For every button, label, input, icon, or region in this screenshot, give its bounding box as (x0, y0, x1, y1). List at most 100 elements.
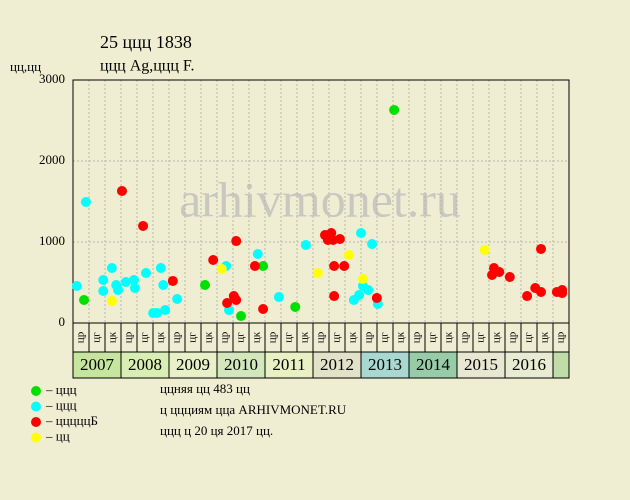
year-label: 2007 (80, 355, 115, 374)
note: ц ццциям цца ARHIVMONET.RU (160, 402, 347, 417)
point (357, 274, 368, 285)
point (208, 254, 219, 265)
year-label: 2016 (512, 355, 546, 374)
point (80, 196, 91, 207)
point (367, 239, 378, 250)
period-label: цр (123, 331, 135, 343)
point (106, 263, 117, 274)
point (138, 220, 149, 231)
point (129, 283, 140, 294)
point (312, 268, 323, 279)
period-label: цк (203, 331, 215, 343)
year-cell (216, 351, 266, 379)
year-cell (504, 351, 554, 379)
point (71, 280, 82, 291)
point (216, 263, 227, 274)
point (354, 289, 365, 300)
period-label: цр (555, 331, 567, 343)
legend-marker (31, 417, 41, 427)
point (479, 245, 490, 256)
point (120, 277, 131, 288)
year-label: 2014 (416, 355, 451, 374)
point (140, 268, 151, 279)
point (329, 260, 340, 271)
period-label: цг (187, 332, 199, 343)
year-label: 2011 (272, 355, 305, 374)
period-label: цк (395, 331, 407, 343)
year-label: 2010 (224, 355, 258, 374)
point (249, 260, 260, 271)
point (236, 311, 247, 322)
period-label: цг (331, 332, 343, 343)
point (128, 274, 139, 285)
period-label: цг (475, 332, 487, 343)
point (371, 292, 382, 303)
point (522, 291, 533, 302)
period-label: цр (171, 331, 183, 343)
year-label: 2008 (128, 355, 162, 374)
period-label: цк (155, 331, 167, 343)
period-label: цк (347, 331, 359, 343)
point (258, 303, 269, 314)
period-label: цг (523, 332, 535, 343)
period-label: цр (219, 331, 231, 343)
note: ццняя цц 483 цц (160, 381, 250, 396)
point (152, 308, 163, 319)
period-label: цр (363, 331, 375, 343)
point (356, 228, 367, 239)
year-label: 2009 (176, 355, 210, 374)
y-tick-label: 0 (59, 314, 66, 329)
point (258, 260, 269, 271)
legend-label: – цццццБ (45, 413, 98, 428)
period-label: цг (427, 332, 439, 343)
legend-label: – ццц (45, 382, 77, 397)
legend-marker (31, 432, 41, 443)
period-label: цк (443, 331, 455, 343)
point (536, 286, 547, 297)
watermark: arhivmonet.ru (179, 171, 461, 227)
point (106, 295, 117, 306)
point (172, 294, 183, 305)
period-label: цг (91, 332, 103, 343)
point (158, 280, 169, 291)
point (536, 243, 547, 254)
period-label: цр (507, 331, 519, 343)
period-label: цр (411, 331, 423, 343)
period-label: цк (539, 331, 551, 343)
legend-label: – цц (45, 428, 70, 443)
point (329, 291, 340, 302)
legend-label: – ццц (45, 397, 77, 412)
period-label: цк (251, 331, 263, 343)
point (116, 185, 127, 196)
point (290, 301, 301, 312)
y-tick-label: 2000 (39, 152, 65, 167)
point (334, 234, 345, 245)
year-cell (456, 351, 506, 379)
point (231, 236, 242, 247)
point (79, 294, 90, 305)
period-label: цг (139, 332, 151, 343)
point (167, 275, 178, 286)
point (231, 294, 242, 305)
y-tick-label: 1000 (39, 233, 65, 248)
point (494, 266, 505, 277)
point (557, 285, 568, 296)
year-cell (408, 351, 458, 379)
year-cell (264, 351, 314, 379)
legend-marker (31, 401, 41, 412)
year-cell (120, 351, 170, 379)
point (98, 286, 109, 297)
period-label: цр (267, 331, 279, 343)
period-label: цк (491, 331, 503, 343)
point (155, 263, 166, 274)
point (504, 271, 515, 282)
year-cell (552, 351, 570, 379)
y-axis-label: цц,цц (10, 59, 41, 74)
period-label: цг (283, 332, 295, 343)
year-label: 2012 (320, 355, 354, 374)
point (273, 291, 284, 302)
point (344, 249, 355, 260)
period-label: цк (299, 331, 311, 343)
point (389, 104, 400, 115)
